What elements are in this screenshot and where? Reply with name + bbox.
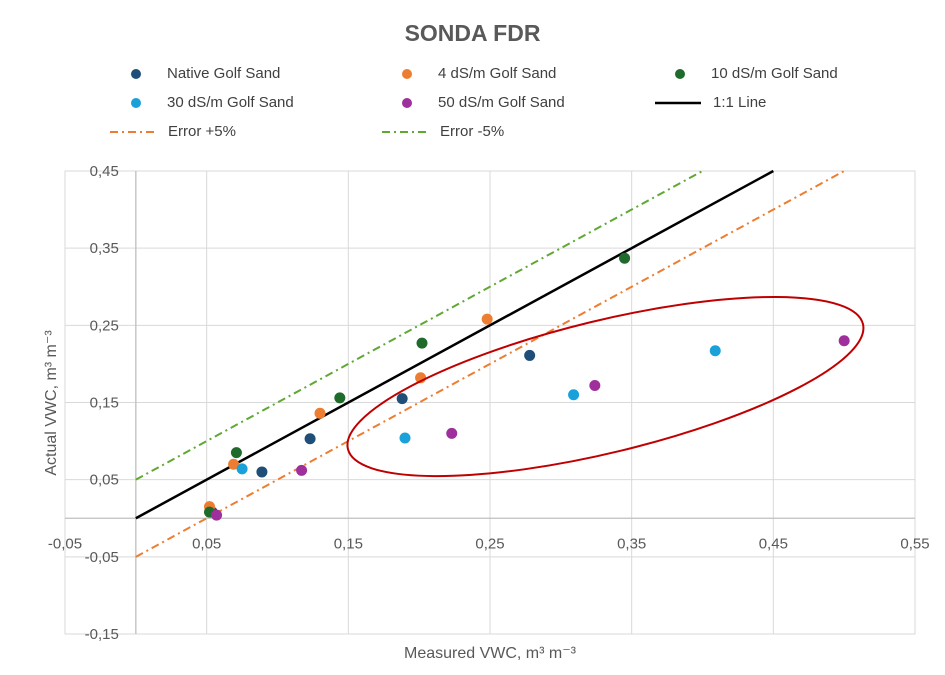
- y-tick-label: 0,25: [90, 317, 119, 334]
- data-point-series-2: [416, 337, 428, 349]
- legend-marker-10ds: [675, 68, 685, 79]
- legend-label-error-minus: Error -5%: [440, 123, 505, 140]
- data-point-series-0: [524, 349, 536, 361]
- data-point-series-4: [211, 509, 223, 521]
- data-point-series-3: [236, 463, 248, 475]
- data-point-series-1: [228, 458, 240, 470]
- tick-labels: -0,05 0,05 0,15 0,25 0,35 0,45 0,55 0,45 0,35 0,2…: [48, 163, 930, 643]
- error-plus-line: [135, 170, 845, 558]
- data-point-series-4: [446, 427, 458, 439]
- legend-label-native: Native Golf Sand: [167, 65, 281, 82]
- x-tick-label: 0,15: [334, 535, 363, 552]
- data-point-series-2: [619, 252, 631, 264]
- chart-title: SONDA FDR: [404, 20, 541, 46]
- y-tick-label: 0,35: [90, 240, 119, 257]
- highlight-ellipse: [346, 295, 865, 478]
- legend-label-error-plus: Error +5%: [168, 123, 236, 140]
- legend-marker-50ds: [402, 97, 412, 108]
- data-point-series-0: [396, 393, 408, 405]
- legend-marker-native: [131, 68, 141, 79]
- x-tick-label: 0,25: [475, 535, 504, 552]
- data-point-series-0: [256, 466, 268, 478]
- data-point-series-4: [838, 335, 850, 347]
- legend-label-50ds: 50 dS/m Golf Sand: [438, 94, 565, 111]
- x-tick-label: 0,35: [617, 535, 646, 552]
- data-point-series-2: [230, 447, 242, 459]
- legend-item-50ds: 50 dS/m Golf Sand: [398, 94, 565, 111]
- legend-label-4ds: 4 dS/m Golf Sand: [438, 65, 557, 82]
- legend: Native Golf Sand 4 dS/m Golf Sand 10 dS/…: [0, 0, 945, 150]
- gridlines: [64, 170, 916, 635]
- reference-lines: [135, 169, 845, 558]
- legend-item-native: Native Golf Sand: [127, 65, 280, 82]
- x-tick-label: 0,05: [192, 535, 221, 552]
- data-point-series-1: [314, 407, 326, 419]
- data-points: [204, 252, 850, 521]
- y-tick-label: 0,45: [90, 163, 119, 180]
- one-to-one-line: [135, 169, 774, 520]
- x-tick-label: -0,05: [48, 535, 82, 552]
- data-point-series-1: [481, 313, 493, 325]
- legend-item-4ds: 4 dS/m Golf Sand: [398, 65, 556, 82]
- x-tick-label: 0,55: [900, 535, 929, 552]
- data-point-series-3: [568, 389, 580, 401]
- y-tick-label: -0,05: [85, 549, 119, 566]
- legend-item-10ds: 10 dS/m Golf Sand: [671, 65, 838, 82]
- data-point-series-4: [589, 380, 601, 392]
- legend-item-error-plus: Error +5%: [108, 123, 236, 140]
- data-point-series-2: [334, 392, 346, 404]
- legend-item-1to1: 1:1 Line: [653, 94, 766, 111]
- legend-item-error-minus: Error -5%: [380, 123, 504, 140]
- y-axis-title: Actual VWC, m³ m⁻³: [43, 330, 60, 476]
- data-point-series-3: [399, 432, 411, 444]
- annotations: [346, 295, 865, 478]
- legend-marker-4ds: [402, 68, 412, 79]
- legend-label-10ds: 10 dS/m Golf Sand: [711, 65, 838, 82]
- legend-marker-30ds: [131, 97, 141, 108]
- y-tick-label: 0,05: [90, 472, 119, 489]
- x-axis-title: Measured VWC, m³ m⁻³: [404, 645, 577, 662]
- x-tick-label: 0,45: [759, 535, 788, 552]
- legend-item-30ds: 30 dS/m Golf Sand: [127, 94, 294, 111]
- legend-label-1to1: 1:1 Line: [713, 94, 767, 111]
- legend-label-30ds: 30 dS/m Golf Sand: [167, 94, 294, 111]
- data-point-series-4: [296, 464, 308, 476]
- y-tick-label: -0,15: [85, 626, 119, 643]
- data-point-series-0: [304, 433, 316, 445]
- y-tick-label: 0,15: [90, 395, 119, 412]
- data-point-series-3: [709, 345, 721, 357]
